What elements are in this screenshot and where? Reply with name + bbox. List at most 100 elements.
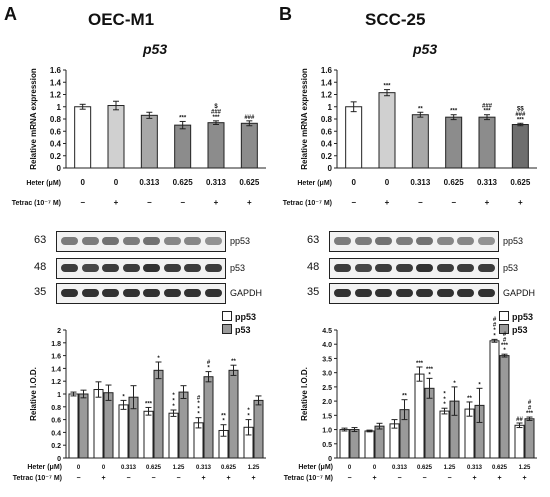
y-tick-label: 0.2	[51, 443, 61, 450]
blot-band	[102, 237, 119, 245]
significance-mark: ***	[212, 115, 220, 121]
y-tick-label: 1	[328, 103, 333, 112]
gene-label: p53	[143, 41, 168, 57]
significance-mark: ***	[383, 84, 391, 90]
legend-label: p53	[512, 325, 528, 335]
significance-mark: *	[503, 348, 506, 354]
significance-mark: **	[221, 413, 226, 419]
significance-mark: #	[528, 406, 532, 412]
tetrac-value: +	[251, 475, 255, 482]
significance-mark: #	[493, 323, 497, 329]
legend-swatch	[222, 324, 232, 334]
y-tick-label: 3.0	[322, 371, 332, 378]
blot-label: GAPDH	[503, 288, 536, 298]
densitometry-chart: 0 0.2 0.4 0.6 0.8 1 1.2 1.4 1.6 1.8 2 Relative I.O.…	[13, 328, 266, 482]
heter-label: Heter (μM)	[298, 464, 333, 471]
y-tick-label: 0	[57, 164, 62, 173]
y-tick-label: 0.2	[321, 152, 333, 161]
blot-band	[102, 264, 119, 272]
heter-value: 1.25	[173, 465, 185, 471]
significance-mark: *	[222, 419, 225, 425]
tetrac-value: −	[147, 198, 152, 207]
bar-p53	[349, 429, 360, 459]
bar-pp53	[389, 423, 400, 459]
blot-band	[61, 264, 78, 272]
significance-mark: ***	[426, 367, 434, 373]
blot-band	[436, 264, 454, 272]
blot-band	[457, 289, 474, 297]
bar-pp53	[68, 393, 79, 459]
bar	[74, 106, 92, 169]
blot-strip-gapdh	[329, 283, 499, 304]
heter-value: 0.625	[146, 465, 162, 471]
blot-label: pp53	[230, 236, 251, 246]
significance-mark: *	[247, 408, 250, 414]
tetrac-value: +	[201, 475, 205, 482]
blot-band	[81, 289, 99, 297]
bar-p53	[78, 393, 89, 459]
legend-swatch	[222, 311, 232, 321]
blot-band	[122, 289, 140, 297]
heter-value: 0.625	[510, 178, 531, 187]
tetrac-value: −	[151, 475, 155, 482]
bar-pp53	[414, 373, 425, 459]
molecular-weight-marker: 35	[307, 286, 320, 298]
significance-mark: *	[172, 404, 175, 410]
blot-band	[143, 237, 160, 245]
molecular-weight-marker: 63	[34, 234, 47, 246]
significance-mark: *	[428, 372, 431, 378]
tetrac-value: +	[497, 475, 501, 482]
y-tick-label: 0.8	[51, 405, 61, 412]
legend-item: pp53	[499, 311, 533, 322]
y-axis-label: Relative I.O.D.	[29, 367, 38, 421]
significance-mark: *	[157, 356, 160, 362]
blot-label: p53	[503, 263, 519, 273]
legend-label: pp53	[235, 312, 257, 322]
y-axis-label: Relative mRNA expression	[29, 68, 38, 170]
blot-strip-pp53	[56, 231, 226, 252]
bar-pp53	[514, 424, 525, 459]
tetrac-label: Tetrac (10⁻⁷ M)	[12, 200, 61, 207]
y-tick-label: 0	[57, 456, 61, 463]
panel-letter: B	[279, 4, 292, 24]
heter-value: 1.25	[444, 465, 456, 471]
heter-value: 1.25	[248, 465, 260, 471]
blot-band	[163, 264, 181, 272]
molecular-weight-marker: 48	[307, 261, 320, 273]
blot-band	[477, 264, 495, 272]
legend-item: pp53	[222, 311, 256, 322]
blot-band	[354, 264, 372, 272]
blot-band	[375, 237, 392, 245]
y-tick-label: 2	[57, 328, 61, 335]
tetrac-value: +	[214, 198, 219, 207]
heter-label: Heter (μM)	[26, 180, 61, 187]
heter-label: Heter (μM)	[297, 180, 332, 187]
heter-value: 0.625	[239, 178, 260, 187]
y-tick-label: 1	[57, 103, 62, 112]
tetrac-value: +	[247, 198, 252, 207]
blot-band	[122, 237, 140, 245]
heter-value: 0.313	[410, 178, 431, 187]
bar-p53	[374, 425, 385, 459]
tetrac-value: +	[522, 475, 526, 482]
y-tick-label: 0.6	[50, 127, 62, 136]
tetrac-label: Tetrac (10⁻⁷ M)	[283, 200, 332, 207]
significance-mark: *	[443, 391, 446, 397]
significance-mark: **	[402, 394, 407, 400]
tetrac-value: +	[472, 475, 476, 482]
significance-mark: *	[197, 401, 200, 407]
significance-mark: ***	[145, 401, 153, 407]
significance-mark: $	[214, 104, 218, 110]
y-tick-label: 0.4	[51, 430, 61, 437]
significance-mark: *	[453, 381, 456, 387]
tetrac-value: +	[485, 198, 490, 207]
significance-mark: ###	[482, 103, 493, 109]
bar-pp53	[93, 389, 104, 459]
blot-label: p53	[230, 263, 246, 273]
significance-mark: *	[172, 399, 175, 405]
y-tick-label: 0.4	[50, 140, 62, 149]
bar-p53	[103, 392, 114, 459]
blot-strip-p53	[56, 258, 226, 279]
blot-band	[416, 264, 433, 272]
significance-mark: ***	[483, 109, 491, 115]
